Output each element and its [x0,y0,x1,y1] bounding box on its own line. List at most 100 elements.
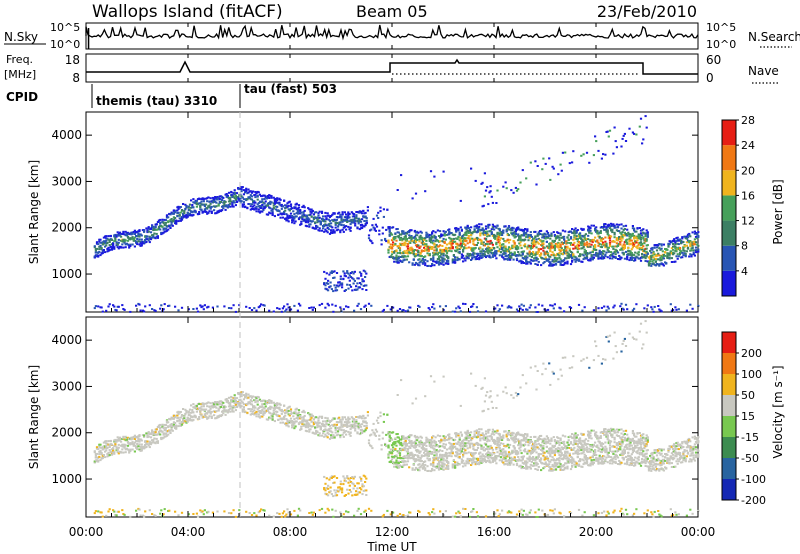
scatter-cell [600,237,603,240]
scatter-cell [353,270,356,273]
scatter-cell [213,404,216,407]
scatter-cell [159,423,162,426]
scatter-cell [576,243,579,246]
scatter-cell [612,245,615,248]
scatter-cell [194,200,197,203]
scatter-cell [525,177,528,180]
scatter-cell [358,218,361,221]
scatter-cell [138,435,141,438]
scatter-cell [571,231,574,234]
scatter-cell [153,236,156,239]
scatter-cell [242,193,245,196]
scatter-cell [278,415,281,418]
scatter-cell [681,256,684,259]
scatter-cell [140,234,143,237]
scatter-cell [215,406,218,409]
scatter-cell [254,406,257,409]
scatter-cell [565,257,568,260]
scatter-cell [572,247,575,250]
scatter-cell [352,272,355,275]
scatter-cell [203,304,206,307]
scatter-cell [536,165,539,167]
scatter-cell [131,231,134,234]
scatter-cell [564,247,567,250]
scatter-cell [444,249,447,252]
scatter-cell [600,306,603,309]
scatter-cell [163,227,166,230]
scatter-cell [624,240,628,243]
scatter-cell [558,239,561,241]
scatter-cell [592,154,595,157]
scatter-cell [164,432,167,435]
scatter-cell [295,417,298,420]
scatter-cell [443,258,446,261]
scatter-cell [291,412,294,415]
scatter-cell [688,240,691,243]
scatter-cell [414,237,418,240]
scatter-cell [222,412,225,415]
scatter-cell [146,231,149,234]
scatter-cell [638,246,641,249]
scatter-cell [309,223,312,226]
scatter-cell [262,410,265,413]
scatter-cell [229,403,232,406]
scatter-cell [626,308,629,311]
scatter-cell [530,247,533,249]
scatter-cell [143,434,146,437]
scatter-cell [589,245,592,248]
scatter-cell [574,260,577,263]
scatter-cell [621,235,624,238]
scatter-cell [480,229,483,231]
scatter-cell [271,418,274,421]
scatter-cell [334,304,337,307]
scatter-cell [637,233,640,236]
scatter-cell [618,242,621,245]
scatter-cell [454,233,457,236]
scatter-cell [490,228,493,231]
scatter-cell [323,270,326,273]
scatter-cell [224,208,227,211]
scatter-cell [121,304,124,307]
scatter-cell [286,419,289,422]
scatter-cell [195,307,198,310]
scatter-cell [263,509,266,512]
scatter-cell [598,231,601,234]
scatter-cell [564,245,567,248]
scatter-cell [678,253,682,256]
scatter-cell [550,242,553,245]
scatter-cell [187,513,190,516]
scatter-cell [144,446,147,449]
scatter-cell [510,189,513,192]
scatter-cell [149,238,153,241]
scatter-cell [575,235,578,238]
scatter-cell [113,440,116,443]
scatter-cell [526,260,529,263]
scatter-cell [471,256,474,259]
scatter-cell [112,304,115,307]
scatter-cell [598,250,601,253]
scatter-cell [329,285,332,288]
scatter-cell [450,250,453,253]
scatter-cell [456,242,459,245]
scatter-cell [285,213,288,216]
scatter-cell [138,448,141,451]
scatter-cell [563,251,566,254]
scatter-cell [575,238,578,240]
scatter-cell [210,415,213,418]
scatter-cell [517,251,520,253]
scatter-cell [250,309,254,311]
scatter-cell [266,202,270,205]
scatter-cell [621,231,624,234]
scatter-cell [318,304,321,307]
scatter-cell [295,202,298,205]
scatter-cell [257,306,260,309]
scatter-cell [164,424,167,427]
scatter-cell [528,261,531,264]
scatter-cell [175,222,178,225]
scatter-cell [122,451,125,454]
scatter-cell [114,238,117,241]
scatter-cell [214,417,217,420]
scatter-cell [583,238,586,240]
scatter-cell [112,246,115,249]
scatter-cell [689,253,692,256]
